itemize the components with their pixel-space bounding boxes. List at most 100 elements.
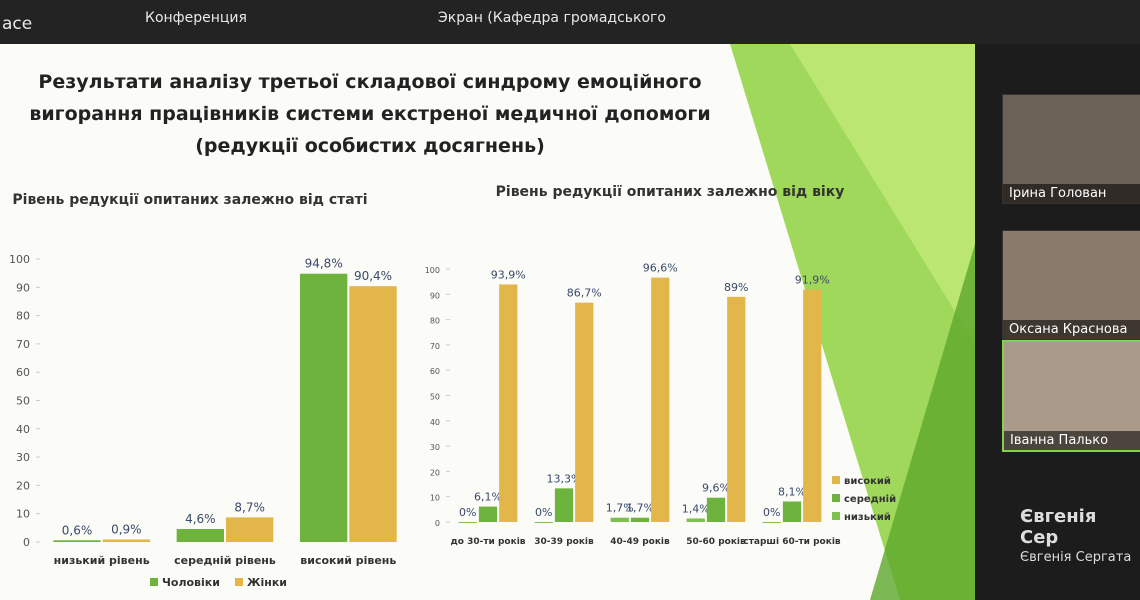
participant-name: Оксана Краснова [1003, 320, 1140, 339]
bar [226, 517, 274, 542]
y-tick-label: 50 [430, 393, 440, 402]
y-tick-label: 10 [430, 494, 440, 503]
participant-tile[interactable]: Іванна Палько [1002, 340, 1140, 452]
bar [575, 302, 594, 522]
value-label: 8,1% [778, 486, 806, 499]
x-tick-label: до 30-ти років [450, 536, 525, 547]
y-tick-label: 50 [16, 395, 30, 408]
bar [651, 277, 670, 522]
x-tick-label: 50-60 років [686, 536, 746, 547]
value-label: 94,8% [305, 257, 343, 271]
bar [610, 517, 629, 522]
value-label: 91,9% [795, 273, 830, 286]
legend-swatch [832, 476, 840, 484]
y-tick-label: 60 [430, 367, 440, 376]
bar [478, 506, 498, 522]
participant-name: Євгенія Сергата [1020, 550, 1132, 565]
x-tick-label: старші 60-ти років [743, 536, 841, 547]
y-tick-label: 90 [16, 281, 30, 294]
legend-label: Жінки [247, 576, 287, 589]
y-tick-label: 40 [16, 423, 30, 436]
conference-tab[interactable]: Конференция [145, 10, 247, 26]
participants-panel: Ірина Голован Оксана Краснова Іванна Пал… [990, 44, 1140, 600]
legend-swatch [832, 494, 840, 502]
value-label: 13,3% [547, 472, 582, 485]
value-label: 1,7% [606, 502, 634, 515]
y-tick-label: 70 [16, 338, 30, 351]
bar [762, 522, 781, 523]
bar [803, 289, 822, 522]
bar [554, 488, 574, 522]
participant-tile[interactable]: Оксана Краснова [1002, 230, 1140, 340]
value-label: 96,6% [643, 262, 678, 275]
value-label: 86,7% [567, 287, 602, 300]
legend-label: Чоловіки [162, 576, 220, 589]
bar [349, 286, 397, 542]
value-label: 6,1% [474, 491, 502, 504]
app-name: ace [2, 14, 33, 34]
value-label: 0% [763, 506, 780, 519]
y-tick-label: 40 [430, 418, 440, 427]
value-label: 9,6% [702, 482, 730, 495]
y-tick-label: 80 [16, 310, 30, 323]
x-tick-label: низький рівень [54, 554, 150, 567]
slide-decor [730, 44, 975, 600]
bar [176, 528, 224, 542]
x-tick-label: середній рівень [174, 554, 276, 567]
bar [53, 540, 101, 542]
participant-big-name: Євгенія Сер [1020, 506, 1097, 548]
slide: Результати аналізу третьої складової син… [0, 44, 975, 600]
y-tick-label: 0 [23, 536, 30, 549]
value-label: 0% [535, 506, 552, 519]
y-tick-label: 90 [430, 291, 440, 300]
participant-name: Ірина Голован [1003, 184, 1140, 203]
bar [630, 517, 650, 522]
legend-label: високий [844, 476, 891, 487]
y-tick-label: 30 [16, 451, 30, 464]
value-label: 89% [724, 281, 748, 294]
legend-label: низький [844, 512, 891, 523]
y-tick-label: 100 [425, 266, 440, 275]
value-label: 4,6% [185, 512, 216, 526]
value-label: 90,4% [354, 269, 392, 283]
x-tick-label: високий рівень [300, 554, 396, 567]
value-label: 0% [459, 506, 476, 519]
y-tick-label: 20 [16, 479, 30, 492]
bar [300, 273, 348, 542]
y-tick-label: 30 [430, 443, 440, 452]
y-tick-label: 80 [430, 317, 440, 326]
y-tick-label: 70 [430, 342, 440, 351]
legend-swatch [235, 578, 243, 586]
y-tick-label: 100 [9, 253, 30, 266]
top-bar: ace Конференция Экран (Кафедра громадськ… [0, 0, 1140, 44]
bar [706, 497, 726, 522]
value-label: 93,9% [491, 268, 526, 281]
bar [499, 284, 518, 522]
chart-title: Рівень редукції опитаних залежно від ста… [12, 192, 367, 208]
value-label: 0,6% [62, 523, 93, 537]
bar [727, 296, 746, 522]
chart-title: Рівень редукції опитаних залежно від вік… [496, 184, 845, 200]
slide-title: Результати аналізу третьої складової син… [29, 71, 711, 157]
x-tick-label: 40-49 років [610, 536, 670, 547]
screen-share-title: Экран (Кафедра громадського [438, 10, 666, 26]
participant-tile[interactable]: Ірина Голован [1002, 94, 1140, 204]
y-tick-label: 20 [430, 468, 440, 477]
bar [458, 522, 477, 523]
bar [686, 518, 705, 522]
y-tick-label: 60 [16, 366, 30, 379]
y-tick-label: 10 [16, 508, 30, 521]
charts: Рівень редукції опитаних залежно від ста… [9, 184, 896, 589]
bar [534, 522, 553, 523]
participant-name: Іванна Палько [1004, 431, 1140, 450]
bar [102, 539, 150, 542]
legend-swatch [832, 512, 840, 520]
value-label: 1,7% [626, 502, 654, 515]
value-label: 8,7% [234, 500, 265, 514]
legend-swatch [150, 578, 158, 586]
legend-label: середній [844, 494, 896, 505]
y-tick-label: 0 [435, 519, 440, 528]
bar [782, 501, 802, 522]
x-tick-label: 30-39 років [534, 536, 594, 547]
